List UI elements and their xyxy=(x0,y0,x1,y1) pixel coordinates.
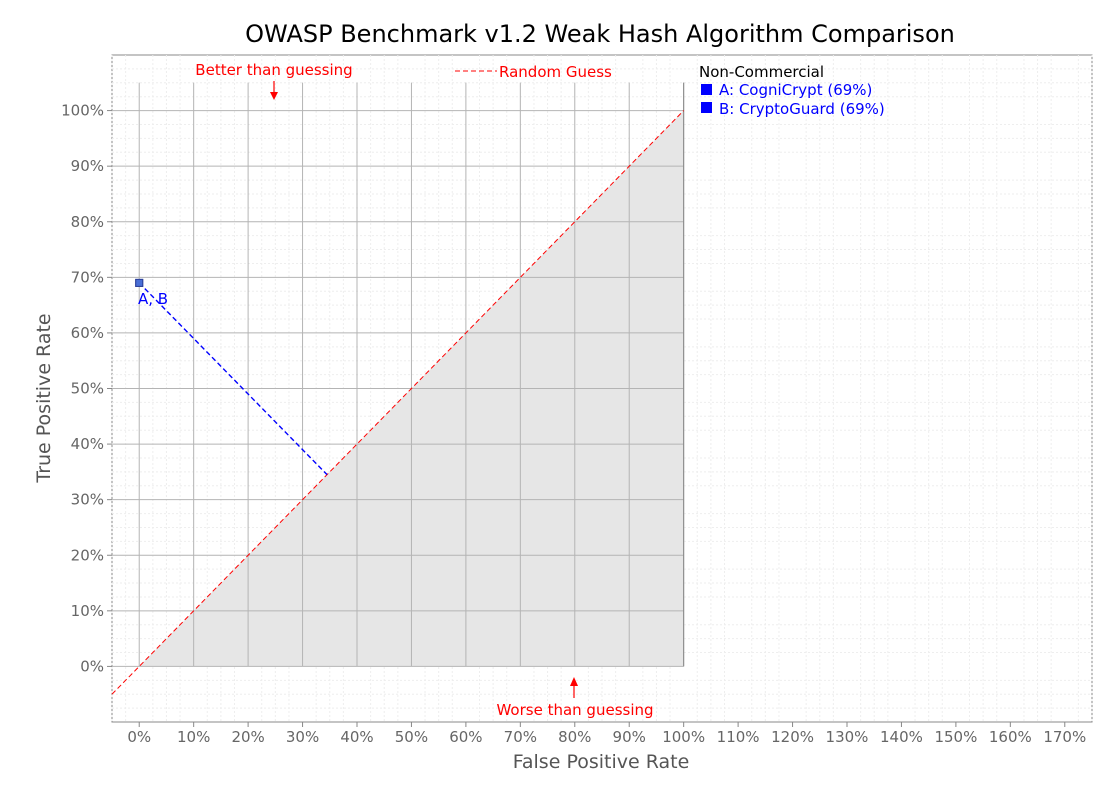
random-guess-legend: Random Guess xyxy=(455,63,612,81)
legend-swatch-b xyxy=(701,102,712,113)
random-guess-legend-label: Random Guess xyxy=(499,63,612,81)
y-ticks: 0% 10% 20% 30% 40% 50% 60% 70% 80% 90% 100% xyxy=(61,102,112,675)
y-tick-label: 70% xyxy=(71,268,104,286)
x-tick-label: 170% xyxy=(1043,728,1086,746)
y-tick-label: 20% xyxy=(71,546,104,564)
x-tick-label: 150% xyxy=(934,728,977,746)
worse-than-guessing-annotation: Worse than guessing xyxy=(496,701,653,719)
x-tick-label: 80% xyxy=(558,728,591,746)
legend-heading: Non-Commercial xyxy=(699,63,824,81)
y-tick-label: 80% xyxy=(71,213,104,231)
worse-arrow-icon xyxy=(570,677,578,698)
data-point-b xyxy=(135,278,144,287)
point-label-ab: A, B xyxy=(138,290,168,308)
legend-item-a: A: CogniCrypt (69%) xyxy=(719,81,872,99)
x-ticks: 0% 10% 20% 30% 40% 50% 60% 70% 80% 90% 100% 110% 120… xyxy=(127,722,1086,746)
x-tick-label: 20% xyxy=(231,728,264,746)
x-tick-label: 70% xyxy=(504,728,537,746)
x-tick-label: 110% xyxy=(717,728,760,746)
legend-swatch-a xyxy=(701,84,712,95)
y-tick-label: 50% xyxy=(71,380,104,398)
x-tick-label: 60% xyxy=(449,728,482,746)
y-tick-label: 90% xyxy=(71,157,104,175)
y-tick-label: 60% xyxy=(71,324,104,342)
chart-title: OWASP Benchmark v1.2 Weak Hash Algorithm… xyxy=(245,20,955,48)
x-tick-label: 130% xyxy=(826,728,869,746)
x-tick-label: 50% xyxy=(395,728,428,746)
better-arrow-icon xyxy=(270,81,278,100)
points-group xyxy=(135,278,144,287)
x-axis-label: False Positive Rate xyxy=(513,751,690,773)
x-tick-label: 40% xyxy=(340,728,373,746)
y-tick-label: 100% xyxy=(61,102,104,120)
major-grid xyxy=(112,82,685,667)
y-tick-label: 0% xyxy=(80,657,104,675)
x-tick-label: 10% xyxy=(177,728,210,746)
random-guess-line xyxy=(111,110,685,695)
legend: Non-Commercial A: CogniCrypt (69%) B: Cr… xyxy=(699,63,885,118)
y-tick-label: 10% xyxy=(71,602,104,620)
better-than-guessing-annotation: Better than guessing xyxy=(195,61,352,79)
x-tick-label: 30% xyxy=(286,728,319,746)
projection-line xyxy=(138,282,328,476)
x-tick-label: 0% xyxy=(127,728,151,746)
x-tick-label: 120% xyxy=(771,728,814,746)
x-tick-label: 100% xyxy=(662,728,705,746)
x-tick-label: 90% xyxy=(613,728,646,746)
x-tick-label: 140% xyxy=(880,728,923,746)
y-tick-label: 30% xyxy=(71,491,104,509)
x-tick-label: 160% xyxy=(989,728,1032,746)
legend-item-b: B: CryptoGuard (69%) xyxy=(719,100,885,118)
y-axis-label: True Positive Rate xyxy=(33,313,55,483)
y-tick-label: 40% xyxy=(71,435,104,453)
